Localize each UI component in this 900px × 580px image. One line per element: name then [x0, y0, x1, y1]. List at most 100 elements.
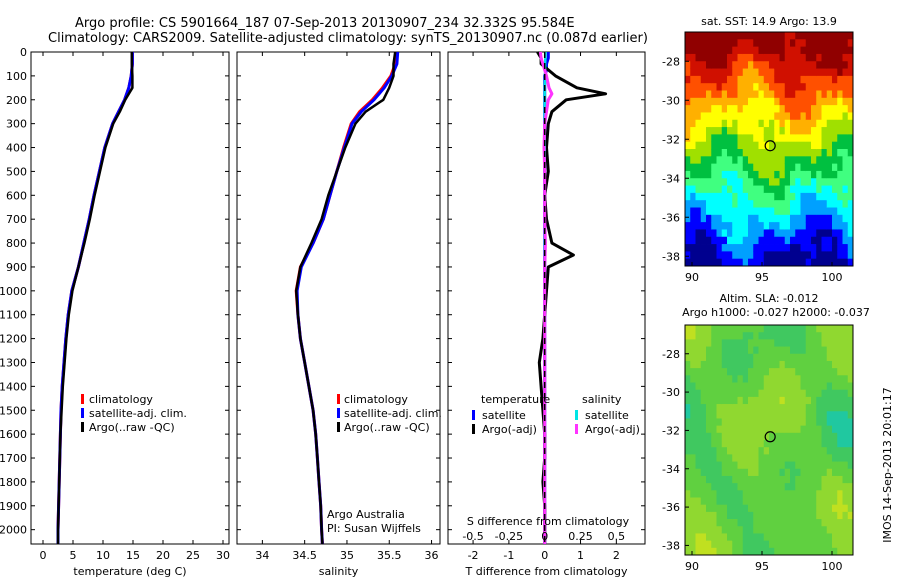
heatmap-cell: [763, 346, 770, 355]
heatmap-cell: [821, 134, 828, 143]
heatmap-cell: [700, 141, 707, 150]
heatmap-cell: [779, 32, 786, 40]
heatmap-cell: [790, 461, 796, 470]
heatmap-cell: [700, 39, 707, 48]
heatmap-cell: [779, 178, 786, 186]
heatmap-cell: [811, 127, 817, 135]
heatmap-cell: [826, 454, 833, 462]
heatmap-cell: [711, 375, 717, 383]
heatmap-cell: [774, 141, 780, 150]
heatmap-cell: [685, 353, 691, 362]
heatmap-cell: [800, 163, 807, 172]
heatmap-cell: [800, 454, 807, 462]
heatmap-cell: [826, 526, 833, 534]
heatmap-cell: [779, 490, 786, 498]
heatmap-cell: [769, 258, 775, 267]
x-axis-label: T difference from climatology: [465, 565, 628, 578]
heatmap-cell: [832, 236, 838, 245]
heatmap-cell: [763, 368, 770, 376]
heatmap-cell: [685, 32, 691, 40]
heatmap-cell: [847, 404, 854, 412]
heatmap-cell: [784, 229, 791, 238]
heatmap-cell: [769, 214, 775, 223]
heatmap-cell: [732, 389, 738, 398]
heatmap-cell: [685, 360, 691, 369]
heatmap-cell: [774, 68, 780, 77]
heatmap-cell: [758, 411, 765, 419]
heatmap-cell: [779, 375, 786, 383]
heatmap-cell: [821, 432, 828, 441]
heatmap-cell: [811, 353, 817, 362]
heatmap-cell: [832, 511, 838, 520]
heatmap-cell: [732, 244, 738, 252]
heatmap-cell: [779, 75, 786, 84]
heatmap-cell: [695, 360, 702, 369]
heatmap-cell: [790, 90, 796, 99]
heatmap-cell: [695, 389, 702, 398]
heatmap-cell: [727, 236, 733, 245]
heatmap-cell: [826, 83, 833, 91]
heatmap-cell: [842, 368, 849, 376]
heatmap-cell: [821, 540, 828, 549]
heatmap-cell: [763, 440, 770, 448]
heatmap-cell: [763, 222, 770, 230]
heatmap-cell: [800, 32, 807, 40]
heatmap-cell: [800, 236, 807, 245]
heatmap-cell: [706, 497, 712, 506]
x-tick-label: 25: [186, 549, 200, 562]
heatmap-cell: [727, 127, 733, 135]
heatmap-cell: [727, 360, 733, 369]
heatmap-cell: [685, 418, 691, 427]
heatmap-cell: [737, 483, 744, 491]
heatmap-cell: [695, 483, 702, 491]
heatmap-cell: [706, 519, 712, 527]
heatmap-cell: [779, 97, 786, 106]
heatmap-cell: [795, 404, 801, 412]
heatmap-cell: [711, 382, 717, 391]
heatmap-cell: [847, 207, 854, 216]
heatmap-cell: [842, 200, 849, 208]
heatmap-cell: [826, 325, 833, 333]
heatmap-cell: [758, 497, 765, 506]
heatmap-cell: [837, 156, 843, 165]
heatmap-cell: [737, 468, 744, 477]
heatmap-cell: [784, 382, 791, 391]
heatmap-cell: [721, 468, 728, 477]
heatmap-cell: [769, 178, 775, 186]
heatmap-cell: [795, 490, 801, 498]
heatmap-cell: [711, 244, 717, 252]
heatmap-cell: [800, 141, 807, 150]
heatmap-cell: [847, 178, 854, 186]
heatmap-cell: [727, 214, 733, 223]
heatmap-cell: [826, 119, 833, 128]
heatmap-cell: [826, 53, 833, 62]
heatmap-cell: [800, 156, 807, 165]
heatmap-cell: [779, 404, 786, 412]
heatmap-cell: [716, 360, 723, 369]
heatmap-cell: [784, 141, 791, 150]
heatmap-cell: [826, 163, 833, 172]
heatmap-cell: [753, 475, 759, 484]
heatmap-cell: [847, 325, 854, 333]
heatmap-cell: [763, 214, 770, 223]
heatmap-cell: [811, 468, 817, 477]
heatmap-cell: [811, 200, 817, 208]
heatmap-cell: [700, 490, 707, 498]
heatmap-cell: [727, 490, 733, 498]
heatmap-cell: [816, 214, 822, 223]
heatmap-cell: [805, 396, 812, 405]
heatmap-cell: [721, 192, 728, 201]
heatmap-cell: [832, 170, 838, 179]
heatmap-cell: [732, 461, 738, 470]
heatmap-cell: [716, 134, 723, 143]
heatmap-cell: [837, 475, 843, 484]
heatmap-cell: [790, 200, 796, 208]
heatmap-cell: [700, 97, 707, 106]
heatmap-cell: [842, 346, 849, 355]
heatmap-cell: [784, 396, 791, 405]
heatmap-cell: [847, 61, 854, 69]
heatmap-cell: [832, 68, 838, 77]
heatmap-cell: [742, 185, 749, 194]
heatmap-cell: [706, 475, 712, 484]
heatmap-cell: [811, 454, 817, 462]
